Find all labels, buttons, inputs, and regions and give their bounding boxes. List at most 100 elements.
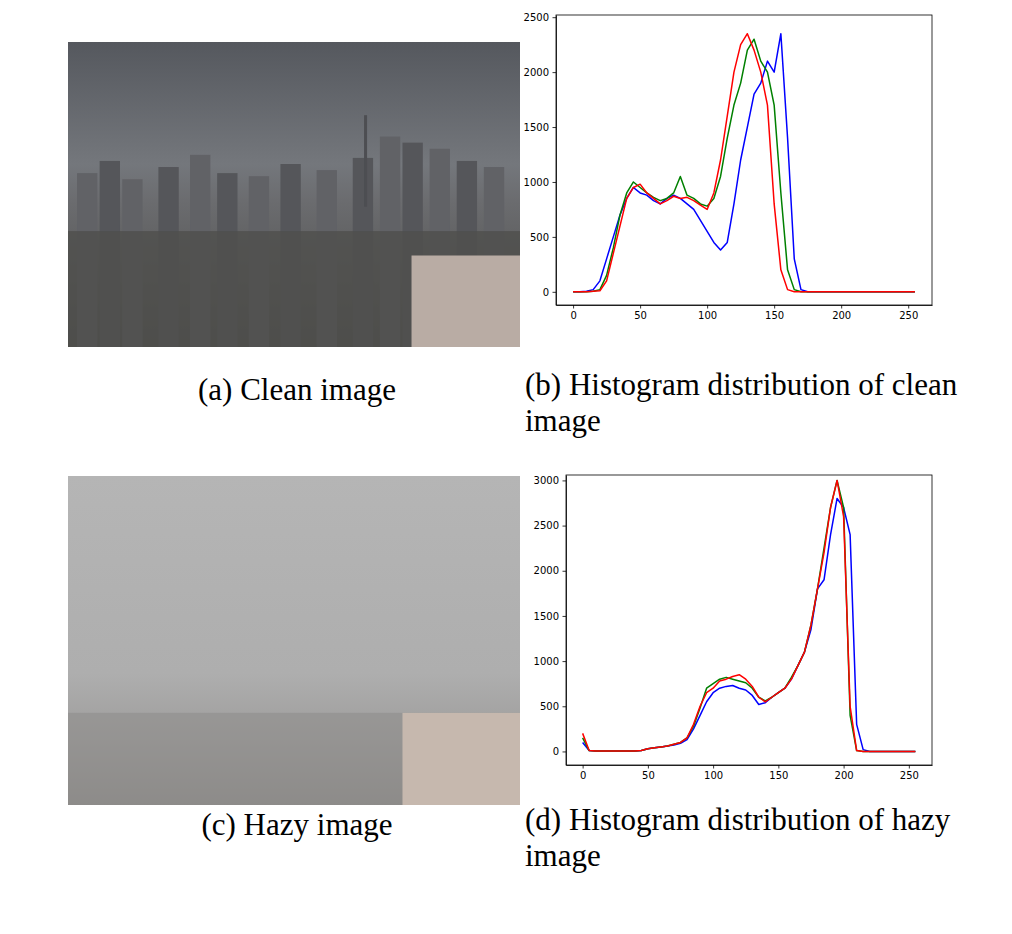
series-line bbox=[583, 498, 916, 751]
tick-label: 1500 bbox=[524, 122, 549, 133]
tick: 250 bbox=[899, 305, 918, 321]
tick-mark bbox=[640, 305, 641, 309]
tick-mark bbox=[563, 706, 567, 707]
image-panel bbox=[68, 476, 520, 805]
figure: (a) Clean image (c) Hazy image 0 50 100 150 20… bbox=[0, 0, 1012, 934]
title-line: image bbox=[525, 838, 601, 873]
tick-label: 100 bbox=[704, 770, 723, 781]
plot-frame bbox=[556, 15, 932, 305]
tick: 50 bbox=[634, 305, 647, 321]
tick: 150 bbox=[769, 765, 788, 781]
series-line bbox=[583, 480, 916, 751]
tick: 1000 bbox=[524, 177, 556, 188]
tick-label: 0 bbox=[570, 310, 576, 321]
y-axis: 0 500 1000 1500 2000 2500 3000 bbox=[534, 475, 567, 765]
tick-mark bbox=[563, 526, 567, 527]
chart-title: (d) Histogram distribution of hazyimage bbox=[525, 802, 951, 873]
tick-label: 150 bbox=[769, 770, 788, 781]
image-placeholder bbox=[68, 476, 520, 805]
tick-label: 3000 bbox=[534, 475, 559, 486]
tick: 100 bbox=[704, 765, 723, 781]
title-line: (d) Histogram distribution of hazy bbox=[525, 802, 951, 837]
tick-label: 0 bbox=[553, 746, 559, 757]
axis-line bbox=[566, 476, 567, 766]
tick-mark bbox=[573, 305, 574, 309]
ground bbox=[68, 231, 520, 347]
tick-label: 2000 bbox=[534, 565, 559, 576]
tick: 1500 bbox=[534, 611, 566, 622]
tick: 0 bbox=[570, 305, 576, 321]
tick-mark bbox=[563, 480, 567, 481]
tick-label: 200 bbox=[835, 770, 854, 781]
series-line bbox=[573, 34, 915, 292]
y-axis: 0 500 1000 1500 2000 2500 bbox=[524, 12, 557, 306]
tick-label: 50 bbox=[642, 770, 655, 781]
tick-label: 250 bbox=[899, 310, 918, 321]
axis-line bbox=[567, 765, 933, 766]
title-line: (b) Histogram distribution of clean bbox=[525, 367, 958, 402]
axis-line bbox=[557, 305, 933, 306]
tick: 100 bbox=[698, 305, 717, 321]
tick-mark bbox=[844, 765, 845, 769]
chart: 05010015020025005001000150020002500(b) H… bbox=[524, 12, 958, 438]
tick: 250 bbox=[900, 765, 919, 781]
tick-label: 100 bbox=[698, 310, 717, 321]
tick: 1500 bbox=[524, 122, 556, 133]
tick-mark bbox=[841, 305, 842, 309]
tick-mark bbox=[553, 127, 557, 128]
tick-mark bbox=[908, 305, 909, 309]
tick-mark bbox=[553, 17, 557, 18]
tick: 500 bbox=[530, 232, 556, 243]
chart: 050100150200250050010001500200025003000(… bbox=[525, 475, 951, 873]
tick-label: 200 bbox=[832, 310, 851, 321]
tick: 200 bbox=[835, 765, 854, 781]
tick-label: 2500 bbox=[524, 12, 549, 23]
tick-mark bbox=[778, 765, 779, 769]
tick-mark bbox=[648, 765, 649, 769]
tick-mark bbox=[563, 616, 567, 617]
image-caption: (c) Hazy image bbox=[201, 807, 392, 842]
x-axis: 0 50 100 150 200 250 bbox=[557, 305, 933, 321]
building bbox=[412, 256, 520, 348]
plot-area bbox=[573, 34, 915, 292]
tick-mark bbox=[563, 571, 567, 572]
image-panel bbox=[68, 42, 520, 347]
series-line bbox=[573, 34, 915, 292]
tick-label: 1500 bbox=[534, 611, 559, 622]
chart-title: (b) Histogram distribution of cleanimage bbox=[525, 367, 958, 438]
image-placeholder bbox=[68, 42, 520, 347]
tick: 0 bbox=[543, 287, 556, 298]
tick: 2000 bbox=[524, 67, 556, 78]
tick-label: 2000 bbox=[524, 67, 549, 78]
tick-label: 1000 bbox=[534, 656, 559, 667]
tick-mark bbox=[774, 305, 775, 309]
building bbox=[402, 713, 520, 805]
tick-label: 0 bbox=[543, 287, 549, 298]
tick-mark bbox=[583, 765, 584, 769]
tick-mark bbox=[553, 182, 557, 183]
series-line bbox=[573, 39, 915, 292]
tick-mark bbox=[707, 305, 708, 309]
title-line: image bbox=[525, 403, 601, 438]
image-caption: (a) Clean image bbox=[198, 372, 396, 407]
tick: 1000 bbox=[534, 656, 566, 667]
tick-label: 2500 bbox=[534, 520, 559, 531]
tick: 500 bbox=[540, 701, 566, 712]
plot-area bbox=[583, 480, 916, 751]
tick: 50 bbox=[642, 765, 655, 781]
tick-mark bbox=[553, 72, 557, 73]
tick: 3000 bbox=[534, 475, 566, 486]
tick: 2000 bbox=[534, 565, 566, 576]
tick-label: 500 bbox=[530, 232, 549, 243]
tick-label: 50 bbox=[634, 310, 647, 321]
tick: 2500 bbox=[534, 520, 566, 531]
tick-label: 500 bbox=[540, 701, 559, 712]
tick-label: 150 bbox=[765, 310, 784, 321]
tick-mark bbox=[713, 765, 714, 769]
tick-label: 0 bbox=[580, 770, 586, 781]
axis-line bbox=[556, 16, 557, 306]
tick-mark bbox=[563, 751, 567, 752]
tower bbox=[364, 115, 367, 207]
plot-frame bbox=[566, 475, 932, 765]
tick: 2500 bbox=[524, 12, 556, 23]
